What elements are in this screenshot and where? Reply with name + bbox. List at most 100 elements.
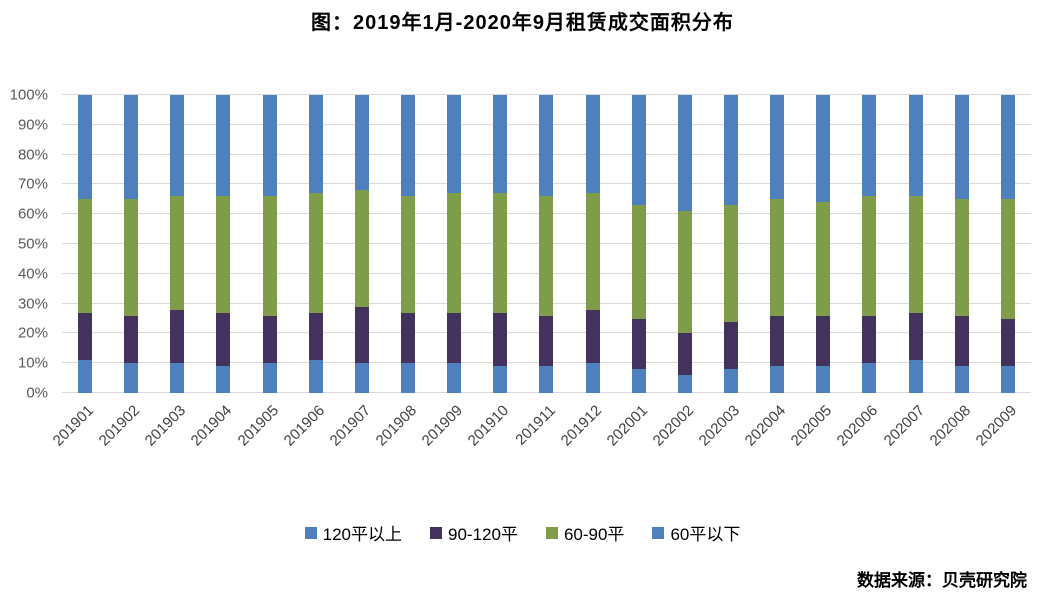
bar-segment: [308, 360, 323, 393]
bar-segment: [216, 312, 231, 367]
bar-slot: [939, 95, 985, 393]
bar-segment: [631, 318, 646, 370]
bar-segment: [1000, 199, 1015, 319]
legend-swatch: [430, 526, 443, 539]
y-axis-tick: 40%: [17, 265, 48, 283]
bar-segment: [954, 95, 969, 200]
bar-segment: [770, 95, 785, 200]
bar-segment: [816, 95, 831, 203]
stacked-bar: [677, 95, 692, 393]
bar-segment: [170, 309, 185, 364]
bar-segment: [493, 95, 508, 194]
stacked-bar: [724, 95, 739, 393]
legend-label: 120平以上: [322, 525, 403, 544]
bar-segment: [862, 363, 877, 393]
legend-label: 90-120平: [448, 525, 518, 544]
bar-segment: [401, 196, 416, 313]
bar-segment: [862, 196, 877, 316]
bar-segment: [677, 333, 692, 376]
bar-slot: [339, 95, 385, 393]
stacked-bar: [262, 95, 277, 393]
y-axis-tick: 50%: [17, 235, 48, 253]
bar-segment: [908, 360, 923, 393]
bar-segment: [447, 193, 462, 313]
bar-slot: [662, 95, 708, 393]
bar-segment: [170, 363, 185, 393]
bar-segment: [354, 190, 369, 307]
y-axis-tick: 80%: [17, 146, 48, 164]
stacked-bar: [770, 95, 785, 393]
legend-item: 60-90平: [545, 520, 625, 545]
bar-segment: [724, 95, 739, 206]
y-axis-tick: 0%: [26, 384, 48, 402]
stacked-bar: [954, 95, 969, 393]
bar-slot: [523, 95, 569, 393]
bar-segment: [724, 321, 739, 370]
stacked-bar: [539, 95, 554, 393]
bar-slot: [293, 95, 339, 393]
bar-segment: [493, 193, 508, 313]
stacked-bar: [124, 95, 139, 393]
stacked-bar: [908, 95, 923, 393]
bar-segment: [124, 95, 139, 200]
y-axis-tick: 10%: [17, 354, 48, 372]
stacked-bar: [585, 95, 600, 393]
bar-segment: [493, 312, 508, 367]
bar-segment: [1000, 366, 1015, 393]
bar-segment: [677, 375, 692, 393]
bar-slot: [200, 95, 246, 393]
bar-slot: [985, 95, 1031, 393]
bar-segment: [770, 366, 785, 393]
bar-segment: [770, 199, 785, 316]
bar-segment: [585, 363, 600, 393]
bar-segment: [401, 95, 416, 197]
legend: 120平以上 90-120平 60-90平 60平以下: [0, 520, 1045, 545]
bar-segment: [447, 363, 462, 393]
bar-segment: [816, 202, 831, 316]
bar-segment: [262, 315, 277, 364]
bar-segment: [216, 95, 231, 197]
bar-segment: [308, 95, 323, 194]
y-axis-tick: 100%: [9, 86, 48, 104]
bar-slot: [62, 95, 108, 393]
y-axis-tick: 90%: [17, 116, 48, 134]
bar-slot: [154, 95, 200, 393]
bar-segment: [724, 369, 739, 393]
stacked-bar: [493, 95, 508, 393]
bar-segment: [816, 315, 831, 367]
bar-slot: [108, 95, 154, 393]
stacked-bar: [216, 95, 231, 393]
bar-segment: [862, 95, 877, 197]
bar-segment: [954, 199, 969, 316]
bar-segment: [78, 199, 93, 313]
bar-slot: [247, 95, 293, 393]
bar-segment: [78, 360, 93, 393]
bar-segment: [401, 363, 416, 393]
bar-segment: [539, 95, 554, 197]
bar-segment: [124, 199, 139, 316]
bar-slot: [754, 95, 800, 393]
source-note: 数据来源：贝壳研究院: [857, 571, 1027, 590]
bar-segment: [816, 366, 831, 393]
bar-slot: [477, 95, 523, 393]
bar-slot: [893, 95, 939, 393]
stacked-bar: [354, 95, 369, 393]
legend-label: 60-90平: [563, 525, 625, 544]
stacked-bar: [78, 95, 93, 393]
stacked-bar: [401, 95, 416, 393]
bar-slot: [570, 95, 616, 393]
bar-segment: [908, 95, 923, 197]
bar-segment: [447, 312, 462, 364]
bar-slot: [800, 95, 846, 393]
bar-slot: [385, 95, 431, 393]
bar-segment: [170, 95, 185, 197]
gridline: [62, 94, 1031, 95]
legend-label: 60平以下: [670, 525, 741, 544]
plot-area: [62, 94, 1031, 393]
bar-segment: [262, 95, 277, 197]
bar-segment: [585, 309, 600, 364]
y-axis-tick: 60%: [17, 205, 48, 223]
bar-segment: [1000, 95, 1015, 200]
bar-segment: [354, 306, 369, 364]
bar-segment: [124, 315, 139, 364]
